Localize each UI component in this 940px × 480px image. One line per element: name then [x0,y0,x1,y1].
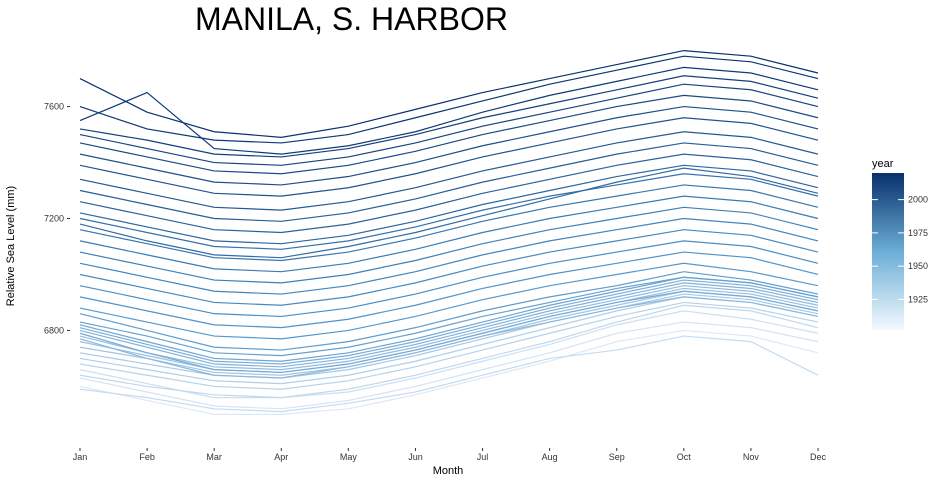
legend: year 1925 1950 1975 2000 [872,158,928,330]
x-tick-label: Jul [477,452,489,462]
y-tick-label: 7200 [44,214,64,224]
series-line-1902 [79,329,819,416]
legend-tick-label: 1950 [908,261,928,271]
series-line-1965 [79,229,819,306]
series-line-1908 [79,310,819,399]
series-line-1914 [79,304,819,399]
series-line-1995 [79,131,819,211]
x-tick-label: Oct [677,452,692,462]
legend-colorbar [872,173,904,330]
legend-ticks: 1925 1950 1975 2000 [872,195,928,304]
x-tick-label: Jan [73,452,88,462]
series-line-1971 [79,206,819,284]
series-line-1962 [79,240,819,318]
series-line-2001 [79,105,819,186]
legend-tick-label: 1925 [908,294,928,304]
x-tick-label: Sep [609,452,625,462]
y-axis: 6800 7200 7600 [44,102,70,335]
series-line-1911 [79,335,819,413]
series-line-2007 [79,83,819,166]
x-axis: Jan Feb Mar Apr May Jun Jul Aug Sep Oct Nov Dec [73,448,827,462]
series-line-1989 [79,153,819,234]
legend-title: year [872,158,894,170]
series-line-1983 [79,167,819,259]
series-line-2016 [79,55,819,144]
series-line-1977 [79,184,819,262]
x-tick-label: Dec [810,452,827,462]
series-line-1923 [79,293,819,379]
series-line-1959 [79,251,819,329]
x-tick-label: Apr [274,452,288,462]
legend-tick-label: 1975 [908,228,928,238]
legend-tick-label: 2000 [908,195,928,205]
series-line-2010 [79,75,819,158]
x-tick-label: May [340,452,358,462]
series-line-2019 [79,49,819,138]
x-axis-label: Month [433,465,464,477]
x-tick-label: Mar [206,452,222,462]
series-line-1968 [79,217,819,295]
series-line-1938 [79,282,819,368]
series-lines [79,49,819,416]
series-line-2013 [79,66,819,155]
series-line-1935 [79,296,819,379]
series-line-1986 [79,164,819,245]
x-tick-label: Jun [408,452,423,462]
series-line-1917 [79,301,819,390]
series-line-1953 [79,271,819,351]
y-tick-label: 7600 [44,102,64,112]
series-line-1992 [79,142,819,222]
chart-title: MANILA, S. HARBOR [195,1,508,37]
x-tick-label: Aug [542,452,558,462]
series-line-1980 [79,173,819,250]
x-tick-label: Nov [743,452,760,462]
series-line-1941 [79,279,819,365]
series-line-1998 [79,117,819,197]
series-line-1974 [79,195,819,273]
series-line-1932 [79,285,819,371]
series-line-1956 [79,262,819,340]
series-line-1944 [79,290,819,374]
y-tick-label: 6800 [44,325,64,335]
x-tick-label: Feb [139,452,155,462]
series-line-1920 [79,296,819,385]
y-axis-label: Relative Sea Level (mm) [5,186,17,306]
series-line-2004 [79,94,819,175]
series-line-1905 [79,321,819,410]
series-line-1950 [79,276,819,357]
